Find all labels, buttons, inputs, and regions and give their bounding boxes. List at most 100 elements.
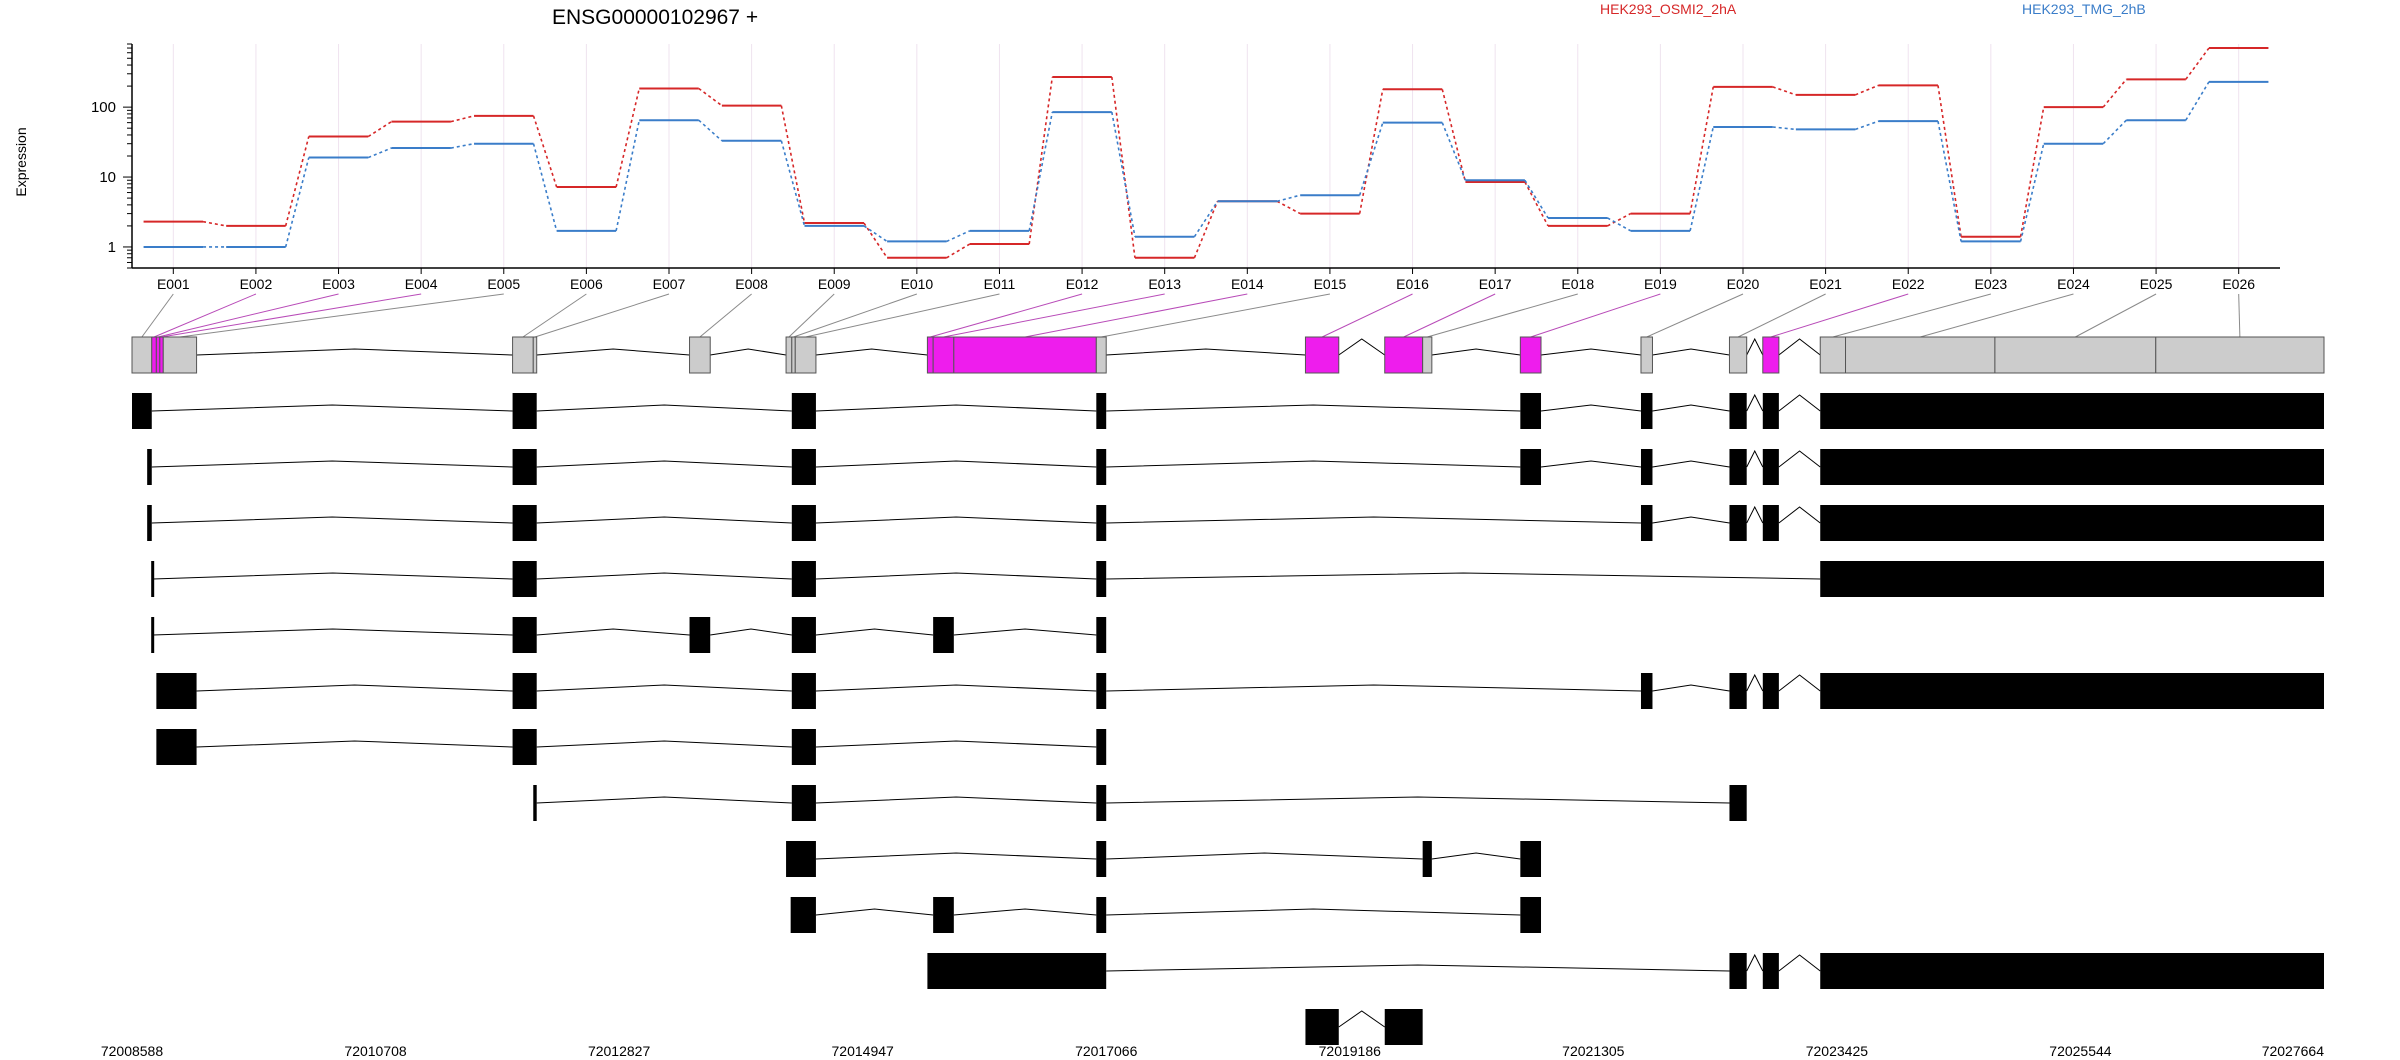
transcript-exon bbox=[933, 617, 954, 653]
x-tick-label: E002 bbox=[240, 276, 273, 292]
plot-gridlines bbox=[172, 44, 2240, 268]
exon-bin-E007 bbox=[532, 336, 538, 374]
transcript-intron bbox=[152, 628, 513, 636]
series-transition bbox=[1689, 86, 1715, 214]
series-transition bbox=[284, 157, 310, 248]
model-intron bbox=[1778, 338, 1821, 356]
connector-E024 bbox=[1920, 293, 2074, 338]
connector-E009 bbox=[788, 293, 835, 338]
transcript-exon bbox=[1520, 897, 1542, 933]
transcript-exon bbox=[1729, 449, 1747, 485]
exon-bin-E003 bbox=[155, 336, 161, 374]
transcript-intron bbox=[1431, 852, 1521, 860]
connector-E012 bbox=[930, 293, 1083, 338]
x-tick-label: E006 bbox=[570, 276, 603, 292]
series-transition bbox=[1937, 121, 1962, 242]
exon-bin-E015 bbox=[1095, 336, 1107, 374]
transcript-exon bbox=[1820, 393, 2324, 429]
connector-E020 bbox=[1646, 293, 1744, 338]
model-intron bbox=[1338, 338, 1386, 356]
transcript-intron bbox=[151, 460, 513, 468]
model-intron bbox=[815, 348, 928, 356]
transcript-row bbox=[927, 953, 2324, 989]
transcript-exon bbox=[151, 617, 155, 653]
exon-bin-E025 bbox=[1994, 336, 2157, 374]
transcript-exon bbox=[512, 393, 537, 429]
transcript-exon bbox=[791, 673, 816, 709]
transcript-intron bbox=[815, 740, 1097, 748]
y-tick-label: 1 bbox=[108, 239, 116, 256]
connector-E025 bbox=[2075, 293, 2157, 338]
series-transition bbox=[780, 105, 806, 224]
transcript-row bbox=[147, 449, 2324, 485]
y-tick-label: 10 bbox=[99, 169, 116, 186]
transcript-exon bbox=[1640, 449, 1653, 485]
x-tick-label: E023 bbox=[1974, 276, 2007, 292]
x-tick-label: E010 bbox=[900, 276, 933, 292]
model-intron bbox=[1431, 348, 1521, 356]
connector-E018 bbox=[1427, 293, 1578, 338]
transcript-exon bbox=[1729, 953, 1747, 989]
exon-bin-E017 bbox=[1384, 336, 1424, 374]
exon-bin-E011 bbox=[794, 336, 817, 374]
x-tick-label: E013 bbox=[1148, 276, 1181, 292]
connector-E014 bbox=[1024, 293, 1248, 338]
plot-axes: 1 10 100 E001 E002 E003 E004 E005 E006 E007 E008 E0… bbox=[91, 43, 2280, 292]
transcript-intron bbox=[1746, 505, 1764, 524]
transcript-row bbox=[156, 673, 2324, 709]
transcript-intron bbox=[815, 852, 1097, 860]
connector-E017 bbox=[1403, 293, 1496, 338]
transcript-intron bbox=[1746, 393, 1764, 412]
transcript-intron bbox=[815, 908, 934, 916]
exon-bin-E014 bbox=[953, 336, 1097, 374]
transcript-intron bbox=[815, 796, 1097, 804]
series-transition bbox=[367, 120, 392, 138]
series-transition bbox=[1772, 86, 1797, 96]
transcript-intron bbox=[152, 572, 513, 580]
transcript-row bbox=[147, 505, 2324, 541]
connector-E010 bbox=[793, 293, 918, 338]
transcript-intron bbox=[536, 572, 792, 580]
exon-bin-E024 bbox=[1845, 336, 1996, 374]
transcript-intron bbox=[1106, 852, 1423, 860]
transcript-exon bbox=[151, 561, 155, 597]
transcript-exon bbox=[512, 617, 537, 653]
transcript-exon bbox=[156, 673, 197, 709]
transcript-exon bbox=[156, 729, 197, 765]
connector-E007 bbox=[534, 293, 670, 338]
exon-bin-model bbox=[131, 336, 2325, 374]
series-transition bbox=[1441, 89, 1467, 183]
series-transition bbox=[284, 136, 310, 227]
genomic-tick-label: 72012827 bbox=[588, 1043, 651, 1059]
series-transition bbox=[946, 243, 971, 259]
transcript-exon bbox=[1384, 1009, 1423, 1045]
transcript-intron bbox=[1106, 516, 1641, 524]
transcript-intron bbox=[815, 404, 1097, 412]
connector-E006 bbox=[522, 293, 587, 338]
x-tick-label: E003 bbox=[322, 276, 355, 292]
transcript-intron bbox=[1106, 404, 1521, 412]
transcript-intron bbox=[1746, 673, 1764, 692]
exon-bin-E010 bbox=[791, 336, 796, 374]
genomic-coordinate-axis: 72008588 72010708 72012827 72014947 72017066… bbox=[101, 1043, 2324, 1059]
series-transition bbox=[698, 87, 723, 107]
transcript-intron bbox=[1652, 516, 1730, 524]
legend-label-tmg: HEK293_TMG_2hB bbox=[2022, 1, 2146, 17]
series-transition bbox=[2102, 78, 2127, 108]
transcript-intron bbox=[536, 740, 792, 748]
transcript-intron bbox=[151, 404, 513, 412]
exon-bin-E020 bbox=[1640, 336, 1653, 374]
transcript-row bbox=[151, 617, 1107, 653]
transcript-exon bbox=[689, 617, 711, 653]
transcript-exon bbox=[1820, 505, 2324, 541]
y-tick-label: 100 bbox=[91, 99, 116, 116]
x-tick-label: E019 bbox=[1644, 276, 1677, 292]
exon-bin-E013 bbox=[932, 336, 955, 374]
connector-E011 bbox=[805, 293, 1000, 338]
connector-E004 bbox=[161, 293, 422, 338]
transcript-exon bbox=[1762, 449, 1779, 485]
genomic-tick-label: 72010708 bbox=[344, 1043, 407, 1059]
exon-connector-lines bbox=[141, 293, 2241, 338]
series-transition bbox=[1607, 217, 1632, 232]
